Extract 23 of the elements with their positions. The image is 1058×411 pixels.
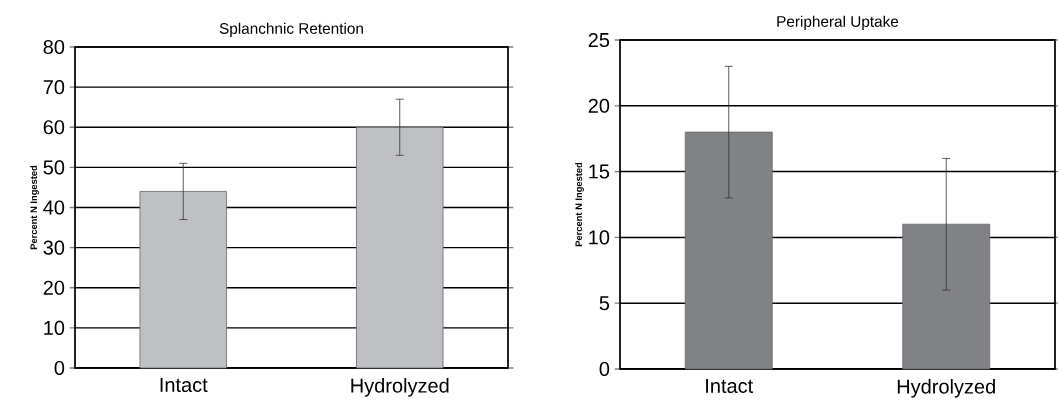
y-tick-label: 25 [588, 32, 610, 48]
x-tick-label: Hydrolyzed [897, 379, 995, 398]
y-axis-title: Percent N Ingested [30, 165, 39, 250]
y-tick-label: 20 [43, 280, 65, 295]
y-tick-label: 30 [43, 240, 65, 255]
y-tick-label: 60 [43, 120, 65, 135]
y-tick-label: 20 [588, 98, 610, 113]
y-tick-label: 10 [44, 320, 65, 335]
y-tick-label: 40 [43, 200, 65, 215]
y-tick-label: 10 [589, 230, 610, 245]
y-tick-label: 15 [589, 164, 610, 179]
y-tick-label: 5 [599, 296, 610, 311]
x-tick-label: Hydrolyzed [351, 378, 449, 397]
y-tick-label: 0 [54, 360, 65, 376]
y-tick-label: 80 [43, 39, 65, 55]
x-tick-label: Intact [160, 378, 208, 392]
chart-title: Peripheral Uptake [777, 15, 899, 30]
x-tick-label: Intact [706, 379, 754, 393]
y-tick-label: 50 [43, 160, 65, 175]
y-axis-title: Percent N Ingested [575, 162, 584, 247]
chart-title: Splanchnic Retention [219, 22, 363, 37]
y-tick-label: 0 [599, 361, 610, 377]
y-tick-label: 70 [43, 80, 65, 95]
